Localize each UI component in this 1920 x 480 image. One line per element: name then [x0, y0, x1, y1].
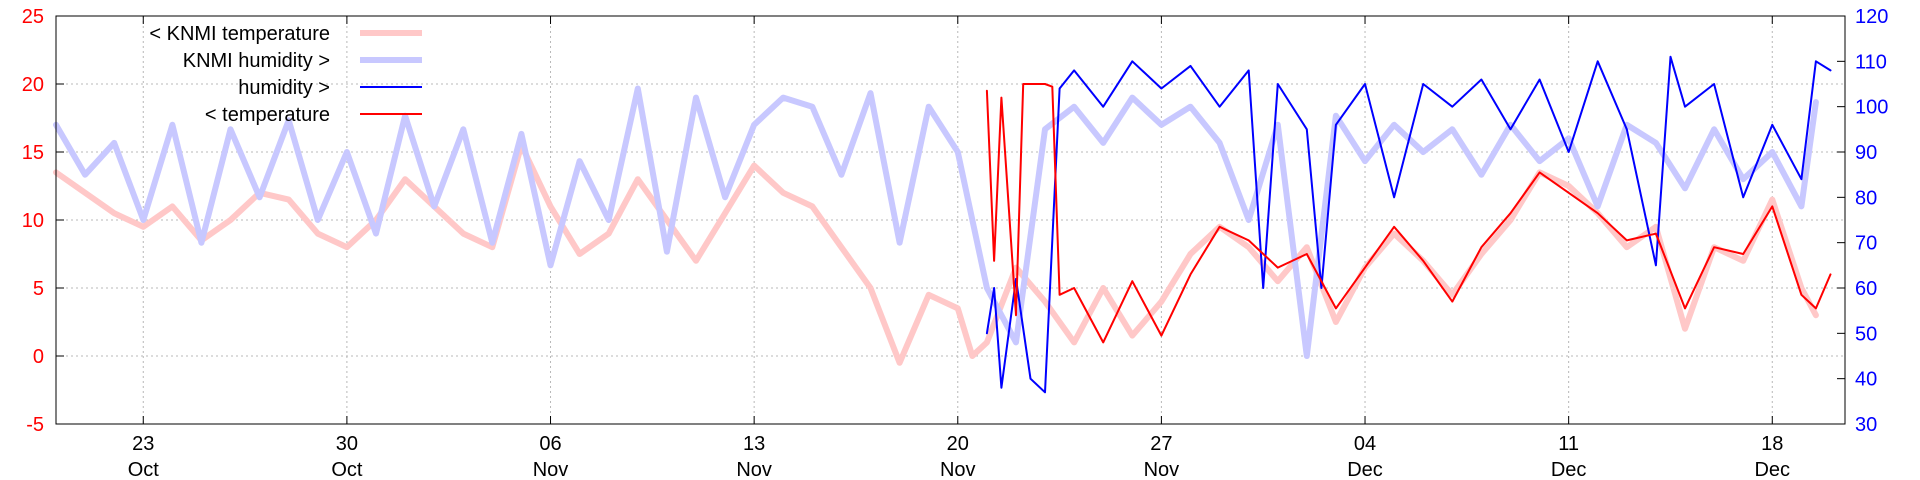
x-tick-month: Dec	[1754, 459, 1790, 480]
x-tick-month: Nov	[533, 459, 569, 480]
right-tick-label: 40	[1855, 369, 1877, 391]
x-tick-day: 06	[539, 433, 561, 455]
right-tick-label: 60	[1855, 278, 1877, 300]
x-tick-month: Oct	[128, 459, 160, 480]
left-tick-label: 0	[33, 346, 44, 368]
right-tick-label: 50	[1855, 323, 1877, 345]
x-tick-month: Oct	[331, 459, 363, 480]
legend: < KNMI temperature KNMI humidity > humidit…	[149, 23, 422, 126]
right-tick-label: 110	[1855, 51, 1887, 73]
x-tick-month: Dec	[1551, 459, 1587, 480]
left-tick-label: 10	[22, 210, 44, 232]
legend-label-3: humidity >	[238, 77, 330, 99]
right-tick-label: 30	[1855, 414, 1877, 436]
series-line-3	[985, 55, 1832, 394]
x-tick-day: 18	[1761, 433, 1783, 455]
left-tick-label: 5	[33, 278, 44, 300]
legend-label-4: < temperature	[205, 104, 330, 126]
right-tick-label: 80	[1855, 187, 1877, 209]
x-tick-month: Nov	[1144, 459, 1180, 480]
series-line-4	[985, 83, 1832, 344]
legend-label-2: KNMI humidity >	[183, 50, 330, 72]
x-tick-day: 13	[743, 433, 765, 455]
left-tick-label: 25	[22, 6, 44, 28]
x-tick-month: Dec	[1347, 459, 1383, 480]
x-tick-month: Nov	[940, 459, 976, 480]
right-tick-label: 70	[1855, 233, 1877, 255]
x-tick-day: 20	[947, 433, 969, 455]
right-tick-label: 100	[1855, 97, 1888, 119]
left-tick-label: 15	[22, 142, 44, 164]
axes: -5 0 5 10 15 20 25 30 40 50 60 70 80 90 100 110 120 23 Oct…	[22, 6, 1889, 480]
x-tick-day: 04	[1354, 433, 1376, 455]
x-tick-day: 23	[132, 433, 154, 455]
right-tick-label: 120	[1855, 6, 1888, 28]
x-tick-month: Nov	[736, 459, 772, 480]
right-tick-label: 90	[1855, 142, 1877, 164]
x-tick-day: 11	[1558, 433, 1579, 455]
legend-label-1: < KNMI temperature	[149, 23, 330, 45]
x-tick-day: 30	[336, 433, 358, 455]
left-tick-label: -5	[26, 414, 44, 436]
x-tick-day: 27	[1150, 433, 1172, 455]
series-layer	[53, 55, 1832, 394]
left-tick-label: 20	[22, 74, 44, 96]
series-line-1	[53, 142, 1819, 366]
series-line-2	[53, 85, 1819, 359]
